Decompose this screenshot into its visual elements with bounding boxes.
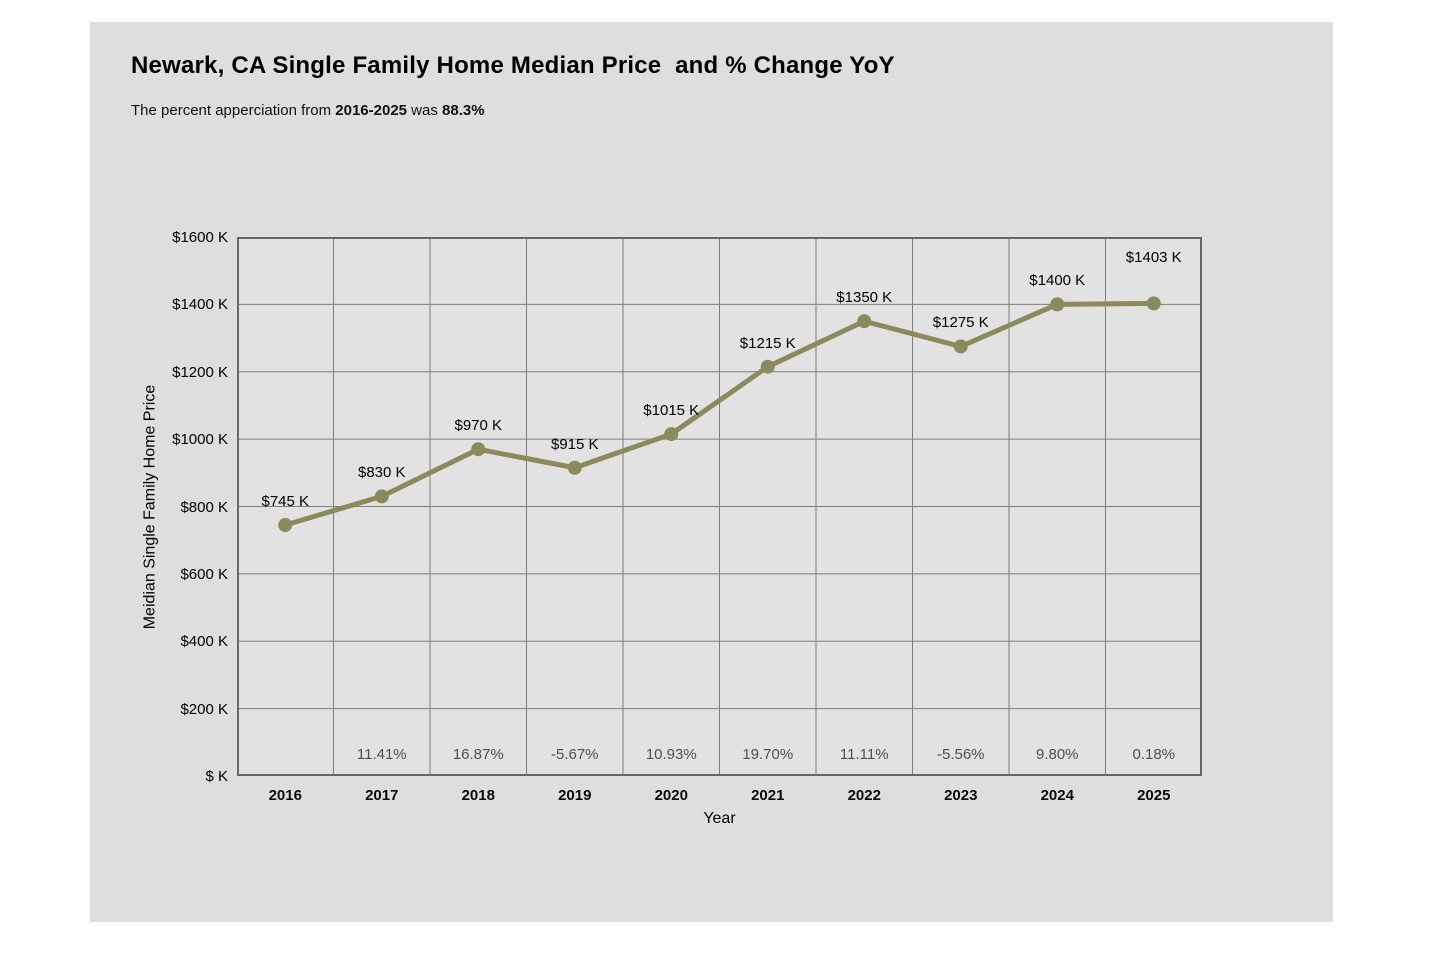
- point-value-label-2018: $970 K: [454, 417, 503, 435]
- pct-change-label-2021: 19.70%: [742, 746, 794, 763]
- pct-change-label-2024: 9.80%: [1035, 746, 1079, 763]
- data-point-marker-2022: [857, 314, 872, 329]
- x-tick-label-2022: 2022: [847, 787, 881, 804]
- subtitle-mid: was: [407, 102, 443, 119]
- y-tick-label: $600 K: [180, 565, 228, 583]
- point-value-label-2020: $1015 K: [643, 402, 700, 420]
- x-tick-label-2018: 2018: [461, 787, 495, 804]
- y-tick-label: $800 K: [180, 498, 228, 516]
- y-tick-label: $ K: [205, 768, 228, 785]
- x-tick-label-2016: 2016: [268, 787, 302, 804]
- x-tick-label-2021: 2021: [751, 787, 785, 804]
- data-point-marker-2020: [664, 427, 679, 442]
- pct-change-label-2017: 11.41%: [356, 746, 407, 763]
- pct-change-label-2018: 16.87%: [452, 746, 504, 763]
- chart-subtitle: The percent apperciation from 2016-2025 …: [131, 102, 485, 119]
- x-tick-label-2019: 2019: [558, 787, 592, 804]
- pct-change-label-2025: 0.18%: [1132, 746, 1176, 763]
- y-tick-label: $200 K: [180, 700, 228, 718]
- pct-change-label-2023: -5.56%: [936, 746, 985, 763]
- data-point-marker-2016: [278, 518, 293, 533]
- pct-change-label-2019: -5.67%: [550, 746, 599, 763]
- data-point-marker-2021: [760, 359, 775, 374]
- x-tick-label-2023: 2023: [944, 787, 978, 804]
- plot-border: [237, 237, 1202, 776]
- chart-panel: Newark, CA Single Family Home Median Pri…: [90, 22, 1333, 922]
- x-tick-label-2020: 2020: [654, 787, 688, 804]
- subtitle-appreciation-value: 88.3%: [442, 102, 485, 119]
- point-value-label-2024: $1400 K: [1029, 272, 1086, 290]
- y-tick-label: $1200 K: [172, 363, 228, 381]
- point-value-label-2025: $1403 K: [1125, 249, 1182, 267]
- data-point-marker-2018: [471, 442, 486, 457]
- pct-change-label-2020: 10.93%: [645, 746, 697, 763]
- point-value-label-2016: $745 K: [261, 493, 310, 511]
- x-tick-label-2025: 2025: [1137, 787, 1171, 804]
- y-tick-label: $1600 K: [172, 229, 228, 246]
- data-point-marker-2017: [374, 489, 389, 504]
- y-tick-label: $400 K: [180, 633, 228, 651]
- point-value-label-2022: $1350 K: [836, 289, 893, 307]
- point-value-label-2023: $1275 K: [932, 314, 989, 332]
- x-tick-label-2024: 2024: [1040, 787, 1074, 804]
- plot-area: $745 K $830 K $970 K $915 K $1015 K $1215 K $1…: [237, 237, 1202, 776]
- subtitle-prefix: The percent apperciation from: [131, 102, 336, 119]
- x-tick-label-2017: 2017: [365, 787, 399, 804]
- point-value-label-2017: $830 K: [357, 464, 406, 482]
- point-value-label-2019: $915 K: [550, 435, 599, 453]
- chart-title: Newark, CA Single Family Home Median Pri…: [131, 52, 895, 79]
- x-axis-title: Year: [703, 810, 736, 827]
- data-point-marker-2024: [1050, 297, 1065, 312]
- data-point-marker-2025: [1146, 296, 1161, 311]
- price-line-series: [284, 300, 1154, 528]
- y-tick-label: $1400 K: [172, 296, 228, 314]
- point-value-label-2021: $1215 K: [739, 334, 796, 352]
- data-point-marker-2023: [953, 339, 968, 354]
- data-point-marker-2019: [567, 460, 582, 475]
- pct-change-label-2022: 11.11%: [839, 746, 889, 763]
- y-tick-label: $1000 K: [172, 431, 228, 449]
- subtitle-range: 2016-2025: [335, 102, 408, 119]
- line-chart-svg: [237, 237, 1202, 776]
